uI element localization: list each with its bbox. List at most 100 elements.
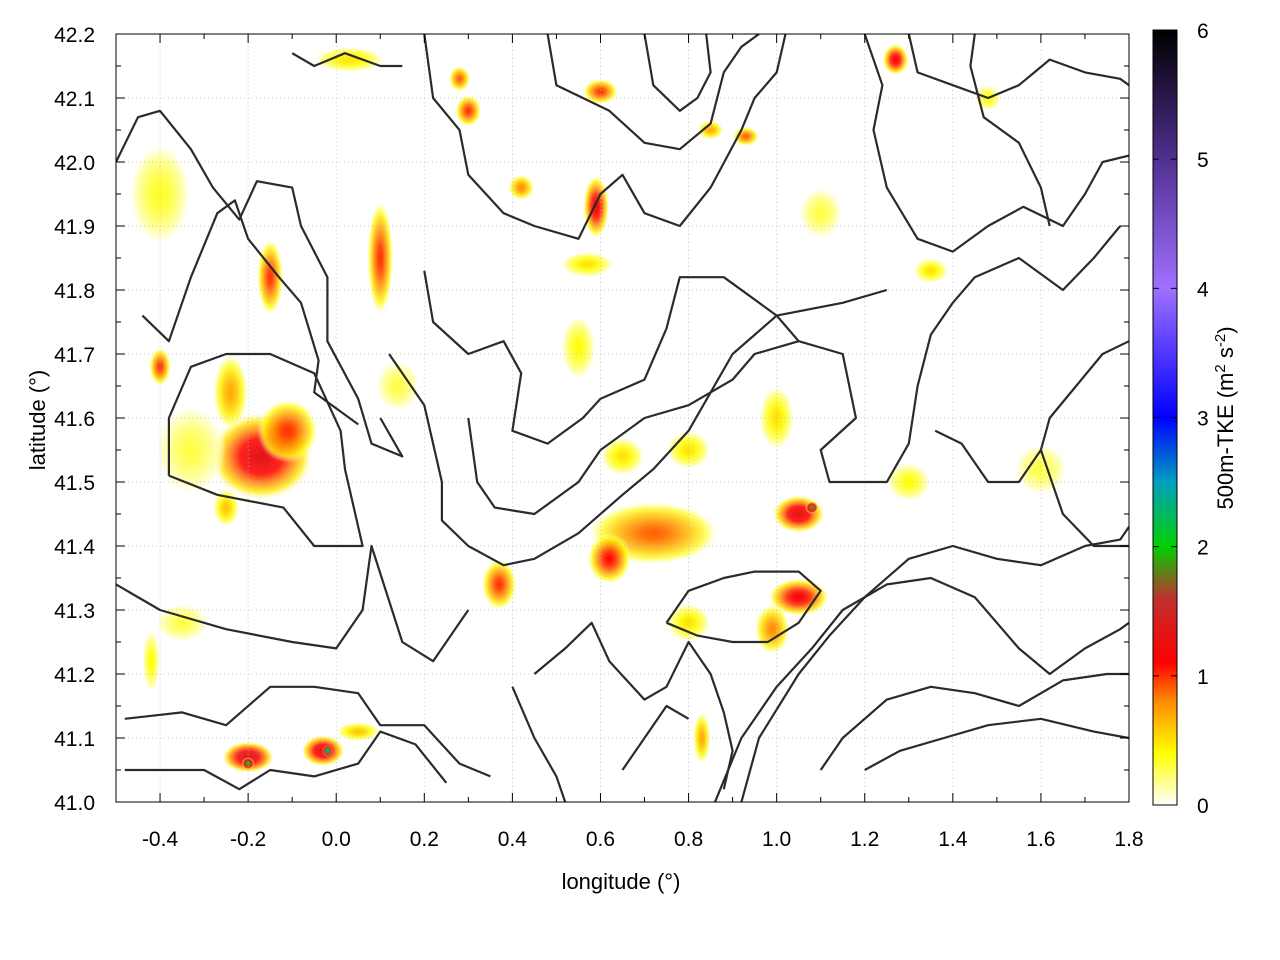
contour-line (533, 621, 734, 790)
colorbar-title: 500m-TKE (m2 s-2) (1212, 326, 1238, 509)
heat-blob (212, 354, 249, 431)
heat-blob (367, 200, 394, 316)
contour-line (546, 34, 760, 151)
x-tick-label: 1.4 (938, 828, 968, 851)
y-tick-label: 41.5 (54, 472, 95, 495)
colorbar-title-mid: s (1213, 347, 1238, 364)
x-tick-label: 0.6 (586, 828, 615, 851)
grid-layer (116, 34, 1129, 802)
heat-blob (455, 94, 482, 127)
y-tick-label: 41.8 (54, 280, 95, 303)
contour-line (1039, 449, 1129, 548)
y-axis-title: latitude (°) (25, 370, 50, 471)
heat-blob (560, 251, 614, 278)
colorbar: 0 1 2 3 4 5 6 (1152, 20, 1209, 818)
x-tick-label: 0.4 (498, 828, 528, 851)
contour-line (141, 199, 359, 426)
colorbar-tick-label: 2 (1197, 537, 1209, 560)
colorbar-tick-label: 6 (1197, 20, 1209, 43)
heat-blob (481, 558, 517, 611)
colorbar-tick-label: 0 (1197, 795, 1209, 818)
heat-blob (155, 405, 227, 495)
x-tick-label: 1.8 (1114, 828, 1143, 851)
colorbar-tick-label: 5 (1197, 149, 1209, 172)
contour-line (863, 34, 1129, 253)
colorbar-tick-label: 1 (1197, 666, 1209, 689)
colorbar-tick-label: 3 (1197, 408, 1209, 431)
heat-blob (600, 437, 645, 476)
contour-line (643, 34, 712, 112)
contour-line (740, 526, 1129, 802)
x-tick-label: 1.0 (762, 828, 791, 851)
colorbar-title-main: 500m-TKE (m (1213, 373, 1238, 510)
heat-blob (241, 757, 255, 770)
heat-blob (692, 712, 711, 764)
heat-blob (767, 578, 830, 617)
heat-blob (314, 46, 385, 73)
x-axis-title: longitude (°) (562, 869, 681, 894)
x-tick-label: 0.8 (674, 828, 703, 851)
contour-line (665, 570, 822, 644)
heat-blob (732, 126, 760, 146)
x-tick-label: 1.2 (850, 828, 879, 851)
heat-blob (507, 174, 535, 201)
contour-line (423, 270, 800, 445)
contour-line (969, 34, 1051, 227)
y-tick-label: 41.6 (54, 408, 95, 431)
contour-line (819, 672, 1129, 771)
heat-blob (560, 315, 597, 380)
axis-layer: -0.4 -0.2 0.0 0.2 0.4 0.6 0.8 1.0 1.2 1.4 1.6 1.8 41… (54, 24, 1143, 851)
y-tick-label: 41.7 (54, 344, 95, 367)
colorbar-tick-label: 4 (1197, 278, 1209, 301)
contour-line (291, 52, 403, 68)
y-tick-label: 41.2 (54, 664, 95, 687)
contour-line (116, 109, 404, 458)
y-tick-label: 42.0 (54, 152, 95, 175)
contour-line (907, 34, 1129, 100)
heat-blob (805, 501, 819, 514)
contour-line (511, 686, 567, 802)
contour-line (167, 352, 364, 548)
contour-line (124, 730, 448, 791)
heat-blob (882, 43, 909, 76)
y-tick-label: 42.2 (54, 24, 95, 47)
colorbar-title-sup1: 2 (1212, 364, 1229, 372)
heat-blob (448, 66, 471, 92)
y-tick-label: 42.1 (54, 88, 95, 111)
contour-line (423, 34, 787, 240)
heat-blob (322, 745, 333, 757)
heat-blob (1014, 443, 1068, 495)
y-tick-label: 41.4 (54, 536, 95, 559)
y-tick-label: 41.1 (54, 728, 95, 751)
heatmap-layer (129, 43, 1068, 774)
contour-line (116, 544, 470, 663)
x-tick-label: 0.0 (322, 828, 351, 851)
heat-blob (587, 533, 632, 585)
heat-blob (697, 120, 724, 140)
contour-line (124, 685, 491, 778)
contour-line (864, 717, 1129, 771)
x-tick-label: 0.2 (410, 828, 439, 851)
x-tick-label: -0.4 (142, 828, 179, 851)
contour-line (713, 576, 1129, 802)
heat-blob (582, 174, 610, 239)
x-tick-label: 1.6 (1026, 828, 1055, 851)
contour-line (934, 340, 1129, 484)
heat-blob (256, 398, 319, 463)
contour-line (388, 288, 888, 567)
contour-line (467, 225, 1122, 516)
colorbar-title-sup2: -2 (1212, 334, 1229, 347)
heat-blob (754, 603, 790, 655)
colorbar-title-end: ) (1213, 326, 1238, 333)
heat-blob (772, 494, 826, 534)
heat-blob (798, 187, 843, 239)
heat-blob (375, 360, 420, 412)
contour-line (621, 704, 690, 771)
y-tick-label: 41.9 (54, 216, 95, 239)
heat-blob (582, 78, 619, 105)
y-tick-label: 41.3 (54, 600, 95, 623)
heat-blob (142, 629, 161, 694)
colorbar-ticks: 0 1 2 3 4 5 6 (1153, 20, 1209, 818)
y-tick-label: 41.0 (54, 792, 95, 815)
